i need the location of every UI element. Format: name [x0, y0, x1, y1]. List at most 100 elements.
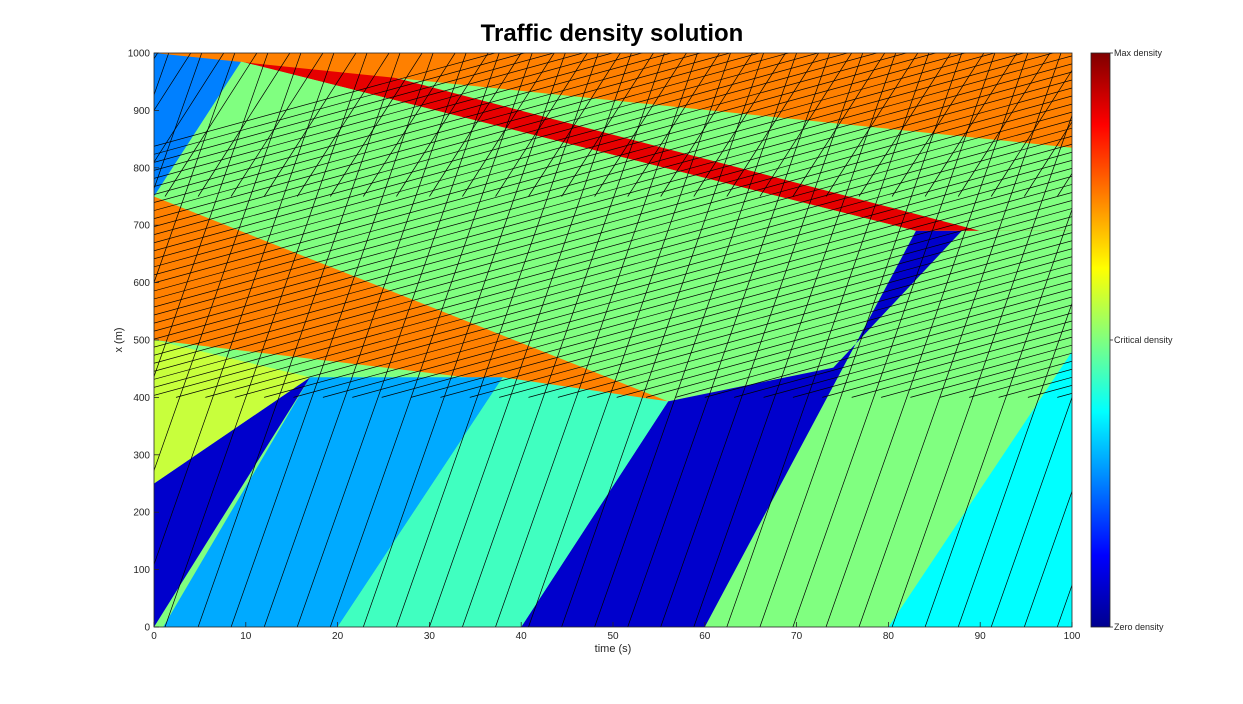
characteristic-line-12	[154, 53, 203, 190]
y-tick-label-7: 700	[133, 221, 150, 232]
characteristic-line-137	[440, 224, 1072, 398]
characteristic-line-108	[154, 53, 849, 244]
density-region-6	[154, 377, 311, 627]
colorbar-gradient	[1090, 52, 1111, 628]
y-tick-label-2: 200	[133, 508, 150, 519]
x-tick-label-4: 40	[516, 631, 528, 642]
density-region-4	[154, 61, 916, 402]
characteristic-line-122	[154, 103, 1072, 356]
characteristic-line-24	[396, 53, 599, 627]
characteristic-line-140	[528, 248, 1072, 398]
characteristic-line-98	[154, 53, 556, 163]
colorbar-label-0: Max density	[1114, 48, 1163, 58]
characteristic-line-65	[164, 53, 258, 197]
characteristic-line-130	[234, 168, 1072, 398]
y-tick-label-6: 600	[133, 278, 150, 289]
characteristic-line-15	[154, 53, 302, 472]
characteristic-line-42	[990, 396, 1072, 627]
density-region-8	[154, 340, 311, 484]
characteristic-line-31	[627, 53, 830, 627]
plot-area	[154, 53, 1072, 627]
characteristic-line-147	[734, 304, 1072, 398]
characteristic-line-124	[154, 119, 1072, 372]
density-region-2	[154, 53, 1072, 148]
characteristic-line-109	[154, 53, 879, 252]
characteristic-line-118	[154, 71, 1072, 324]
characteristic-line-78	[594, 53, 687, 197]
characteristic-line-36	[792, 53, 996, 627]
x-tick-label-0: 0	[151, 631, 157, 642]
characteristic-line-85	[825, 53, 919, 197]
characteristic-line-133	[322, 192, 1072, 398]
characteristic-line-86	[858, 53, 952, 197]
characteristic-line-115	[154, 53, 1055, 300]
characteristic-line-96	[154, 53, 497, 147]
characteristic-line-81	[693, 53, 786, 197]
x-tick-label-5: 50	[607, 631, 619, 642]
y-tick-label-3: 300	[133, 450, 150, 461]
characteristic-line-79	[627, 53, 720, 197]
characteristic-line-136	[410, 216, 1072, 398]
characteristic-line-132	[293, 184, 1072, 398]
density-region-3	[154, 196, 834, 402]
characteristic-lines	[154, 53, 1072, 627]
characteristic-line-90	[990, 69, 1072, 197]
x-tick-label-7: 70	[791, 631, 803, 642]
characteristic-line-28	[528, 53, 731, 627]
characteristic-line-121	[154, 95, 1072, 348]
characteristic-line-97	[154, 53, 526, 155]
chart-title: Traffic density solution	[481, 20, 744, 47]
characteristic-line-80	[660, 53, 753, 197]
characteristic-line-113	[154, 53, 996, 284]
characteristic-line-145	[675, 288, 1072, 398]
characteristic-line-102	[154, 53, 673, 195]
x-tick-label-9: 90	[975, 631, 987, 642]
characteristic-line-40	[924, 208, 1072, 627]
characteristic-line-69	[296, 53, 390, 197]
y-tick-label-9: 900	[133, 106, 150, 117]
colorbar-label-2: Zero density	[1114, 622, 1164, 632]
x-tick-label-1: 10	[240, 631, 252, 642]
density-regions	[154, 53, 1072, 627]
characteristic-line-104	[154, 53, 732, 211]
characteristic-line-120	[154, 87, 1072, 340]
x-tick-label-6: 60	[699, 631, 711, 642]
characteristic-line-117	[154, 63, 1072, 316]
characteristic-line-76	[528, 53, 621, 197]
characteristic-line-33	[693, 53, 897, 627]
characteristic-line-91	[1024, 121, 1072, 197]
characteristic-line-32	[660, 53, 864, 627]
y-axis-label: x (m)	[113, 327, 125, 352]
characteristic-line-21	[296, 53, 500, 627]
characteristic-line-70	[330, 53, 423, 197]
characteristic-line-150	[822, 328, 1072, 398]
characteristic-line-142	[587, 264, 1072, 398]
characteristic-line-17	[164, 53, 368, 627]
x-axis-label: time (s)	[595, 643, 632, 655]
characteristic-line-149	[792, 320, 1072, 398]
characteristic-line-77	[561, 53, 654, 197]
characteristic-line-131	[264, 176, 1072, 398]
y-tick-label-1: 100	[133, 565, 150, 576]
colorbar: Max density Critical density Zero density	[1090, 48, 1173, 632]
y-tick-label-8: 800	[133, 163, 150, 174]
characteristic-line-29	[561, 53, 764, 627]
characteristic-line-144	[645, 280, 1072, 398]
characteristic-line-135	[381, 208, 1072, 398]
axes: 0 10 20 30 40 50 60 70 80 90 100010020030040050060…	[128, 49, 1081, 643]
characteristic-line-37	[825, 53, 1029, 627]
characteristic-line-134	[352, 200, 1072, 398]
characteristic-line-16	[154, 53, 335, 566]
characteristic-line-107	[154, 53, 820, 236]
characteristic-line-125	[154, 127, 1072, 380]
density-region-10	[337, 377, 669, 627]
x-tick-label-3: 30	[424, 631, 436, 642]
characteristic-line-123	[154, 111, 1072, 364]
characteristic-line-89	[957, 53, 1051, 197]
characteristic-line-119	[154, 79, 1072, 332]
density-region-11	[888, 351, 1072, 627]
characteristic-line-73	[429, 53, 522, 197]
characteristic-line-148	[763, 312, 1072, 398]
characteristic-line-99	[154, 53, 585, 171]
